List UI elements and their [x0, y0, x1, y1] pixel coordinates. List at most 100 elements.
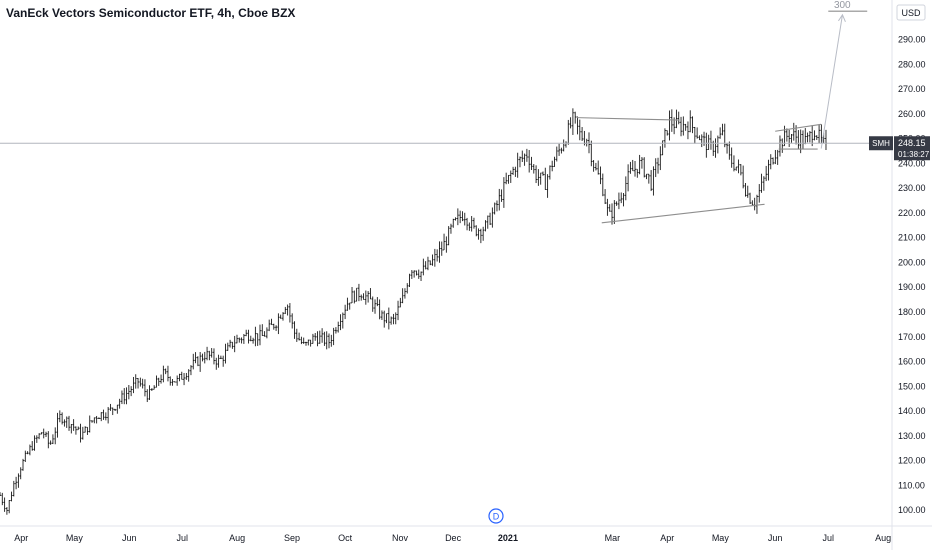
ohlc-bar: [700, 134, 703, 148]
ohlc-bar: [815, 135, 818, 141]
ohlc-bar: [454, 217, 457, 221]
ohlc-bar: [330, 334, 333, 347]
ohlc-bar: [314, 332, 317, 341]
ohlc-bar: [599, 166, 602, 185]
ohlc-bar: [28, 444, 31, 456]
ohlc-bar: [130, 386, 133, 397]
session-marker[interactable]: D: [488, 508, 504, 524]
trendline-drawings[interactable]: [576, 10, 868, 224]
ohlc-bar: [33, 435, 36, 451]
ohlc-bar: [107, 406, 110, 424]
ohlc-bar: [139, 377, 142, 387]
ohlc-bar: [265, 327, 268, 339]
ohlc-bar: [438, 241, 441, 263]
ohlc-bar: [445, 236, 448, 253]
ohlc-bar: [537, 169, 540, 186]
ohlc-bar: [348, 302, 351, 310]
ohlc-bar: [636, 168, 639, 178]
flag-top-line[interactable]: [775, 123, 822, 132]
ohlc-bar: [15, 476, 18, 490]
ohlc-bar: [378, 299, 381, 320]
ohlc-bar: [185, 372, 188, 380]
ohlc-bar: [196, 356, 199, 367]
ohlc-bar: [677, 111, 680, 125]
ohlc-bar: [369, 288, 372, 300]
ohlc-bar: [166, 365, 169, 382]
y-axis[interactable]: 100.00 110.00 120.00 130.00 140.00 150.00 160.…: [891, 0, 926, 550]
ohlc-bar: [40, 432, 43, 435]
ohlc-bar: [466, 217, 469, 231]
ohlc-bar: [608, 204, 611, 212]
ohlc-bar: [397, 300, 400, 321]
ohlc-bar: [311, 333, 314, 344]
ohlc-bar: [180, 371, 183, 380]
ohlc-bar: [235, 334, 238, 344]
ohlc-bar: [629, 161, 632, 174]
upper-trendline[interactable]: [576, 117, 680, 121]
ohlc-bar: [187, 369, 190, 382]
ohlc-bar: [390, 316, 393, 325]
ohlc-bar: [564, 141, 567, 148]
ohlc-bar: [346, 297, 349, 311]
ohlc-bar: [615, 201, 618, 206]
ohlc-bar: [719, 127, 722, 139]
ohlc-bar: [772, 157, 775, 165]
x-axis[interactable]: Apr May Jun Jul Aug Sep Oct Nov Dec 2021 Mar Apr May…: [0, 525, 932, 543]
ohlc-bar: [818, 124, 821, 144]
ohlc-bar: [417, 269, 420, 279]
ohlc-bar: [406, 283, 409, 294]
ohlc-bar: [374, 299, 377, 314]
ohlc-bar: [353, 290, 356, 304]
ohlc-bar: [824, 129, 827, 150]
ohlc-bar: [206, 346, 209, 361]
ohlc-bar: [81, 426, 84, 440]
ohlc-bar: [449, 223, 452, 234]
y-tick-label: 270.00: [898, 84, 926, 94]
y-tick-label: 230.00: [898, 183, 926, 193]
ohlc-bar: [0, 492, 1, 496]
ohlc-bar: [652, 166, 655, 196]
ohlc-bar: [505, 172, 508, 185]
ohlc-bar: [709, 130, 712, 150]
ohlc-bar: [339, 314, 342, 331]
arrow-head-icon: [838, 13, 846, 23]
ohlc-bar: [65, 416, 68, 428]
ohlc-bar: [219, 355, 222, 359]
ohlc-bar: [284, 306, 287, 315]
price-text: 248.15: [898, 138, 926, 148]
ohlc-bar: [332, 327, 335, 346]
y-tick-label: 200.00: [898, 257, 926, 267]
ohlc-bar: [426, 256, 429, 271]
ohlc-bar: [47, 431, 50, 449]
ohlc-bar: [776, 149, 779, 165]
ohlc-bar: [5, 507, 8, 515]
ohlc-bar: [479, 228, 482, 244]
currency-label[interactable]: USD: [896, 4, 926, 21]
ohlc-bar: [201, 353, 204, 362]
projection-arrow[interactable]: [820, 14, 843, 149]
ohlc-bar: [553, 156, 556, 167]
ohlc-bar: [120, 390, 123, 405]
ohlc-bar: [657, 157, 660, 174]
symbol-text: SMH: [872, 139, 890, 148]
ohlc-bar: [392, 313, 395, 325]
ohlc-bar: [245, 329, 248, 337]
ohlc-bar: [443, 233, 446, 251]
x-tick-label: Jul: [177, 533, 189, 543]
ohlc-bar: [286, 304, 289, 316]
ohlc-bar: [571, 108, 574, 135]
ohlc-bar: [753, 197, 756, 211]
ohlc-bar: [682, 116, 685, 136]
ohlc-bar: [351, 286, 354, 304]
ohlc-bar: [143, 379, 146, 397]
ohlc-bar: [670, 109, 673, 132]
ohlc-bar: [468, 222, 471, 231]
ohlc-bar: [173, 381, 176, 383]
ohlc-bar: [153, 385, 156, 390]
ohlc-bar: [666, 130, 669, 136]
lower-trendline[interactable]: [601, 203, 765, 224]
target-label[interactable]: 300: [834, 0, 851, 11]
countdown-text: 01:38:27: [898, 150, 930, 159]
y-tick-label: 110.00: [898, 480, 925, 490]
